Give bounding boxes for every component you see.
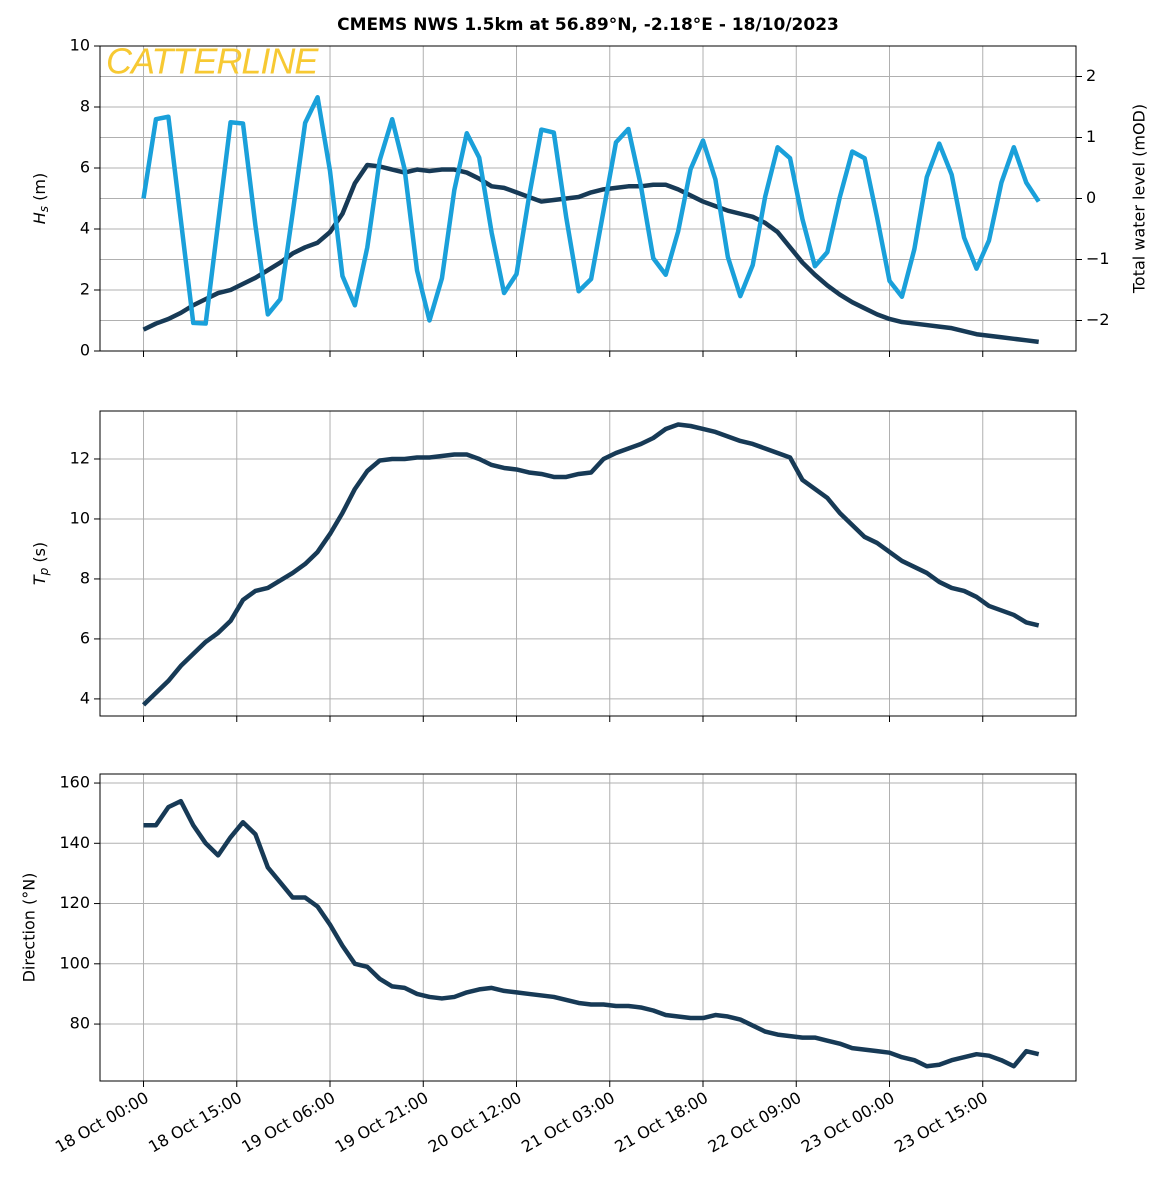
data-line — [142, 162, 1039, 345]
subplot: 4 6 8 10 12 Tp (s) — [30, 410, 1077, 722]
y-tick-label: 4 — [80, 688, 90, 707]
y-tick-label: 6 — [80, 628, 90, 647]
y-axis-label: Hs (m) — [30, 173, 51, 224]
y2-tick-label: −1 — [1086, 249, 1110, 268]
data-line — [141, 94, 1041, 326]
y-tick-label: 140 — [59, 833, 90, 852]
annotation: CATTERLINE — [106, 41, 319, 82]
y-tick-label: 10 — [70, 508, 90, 527]
y-tick-label: 120 — [59, 893, 90, 912]
y-tick-label: 12 — [70, 448, 90, 467]
y-tick-label: 8 — [80, 97, 90, 116]
y-tick-label: 100 — [59, 953, 90, 972]
y2-tick-label: 0 — [1086, 188, 1096, 207]
y2-axis-label: Total water level (mOD) — [1130, 104, 1149, 294]
y-tick-label: 8 — [80, 568, 90, 587]
y-tick-label: 4 — [80, 219, 90, 238]
axes-frame — [99, 45, 1077, 352]
y-tick-label: 10 — [70, 36, 90, 55]
y-axis-label: Direction (°N) — [20, 873, 39, 983]
subplot: 0 2 4 6 8 10 −2 −1 0 1 2 Hs (m) Total water level (m… — [30, 36, 1149, 360]
axes-frame — [99, 773, 1077, 1082]
y2-tick-label: 1 — [1086, 127, 1096, 146]
y-tick-label: 160 — [59, 773, 90, 792]
axes-frame — [99, 410, 1077, 717]
y-axis-label: Tp (s) — [30, 542, 51, 585]
data-line — [143, 798, 1040, 1069]
y2-tick-label: 2 — [1086, 66, 1096, 85]
y-tick-label: 0 — [80, 341, 90, 360]
y2-tick-label: −2 — [1086, 310, 1110, 329]
chart-title: CMEMS NWS 1.5km at 56.89°N, -2.18°E - 18… — [337, 15, 839, 35]
y-tick-label: 80 — [70, 1014, 90, 1033]
data-line — [141, 422, 1040, 707]
y-tick-label: 6 — [80, 158, 90, 177]
y-tick-label: 2 — [80, 280, 90, 299]
